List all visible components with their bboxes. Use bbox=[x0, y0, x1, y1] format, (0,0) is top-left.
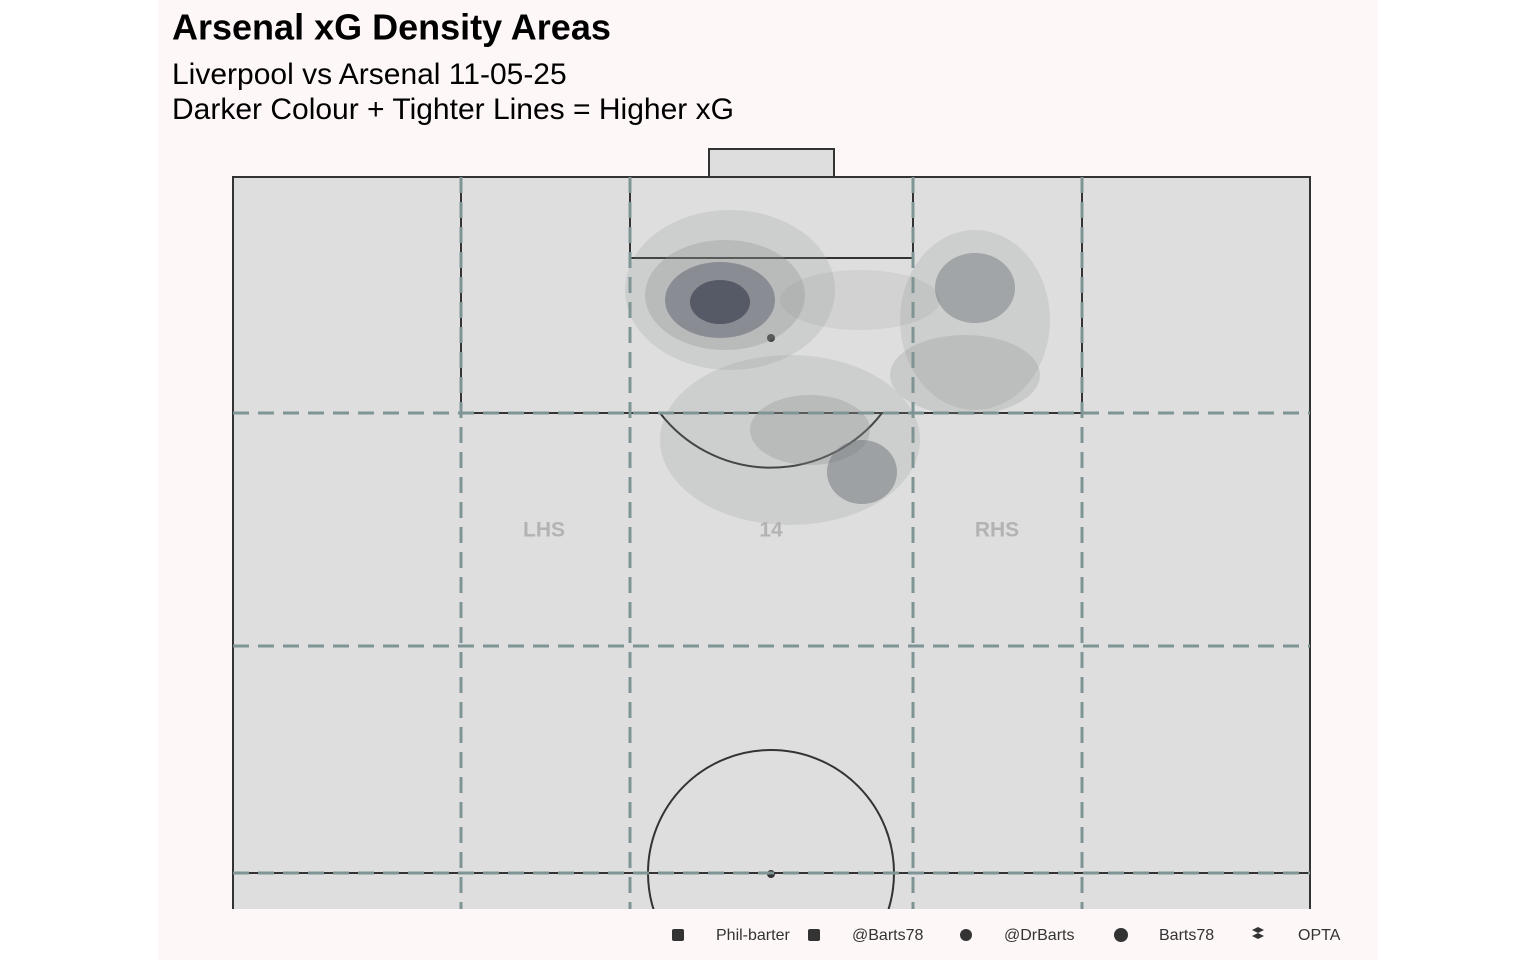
zone-label: LHS bbox=[523, 519, 565, 542]
density-contour bbox=[935, 253, 1015, 323]
density-contour bbox=[780, 270, 940, 330]
x-icon bbox=[808, 929, 820, 941]
credit: Phil-barter bbox=[716, 927, 790, 944]
dropbox-icon bbox=[1252, 927, 1264, 939]
credit: @DrBarts bbox=[1004, 927, 1074, 944]
density-contour bbox=[900, 230, 1050, 410]
penalty-arc bbox=[659, 412, 883, 469]
credit: Barts78 bbox=[1159, 927, 1214, 944]
chart-subtitle: Darker Colour + Tighter Lines = Higher x… bbox=[172, 93, 734, 126]
credit: @Barts78 bbox=[852, 927, 923, 944]
linkedin-icon bbox=[672, 929, 684, 941]
footer-background bbox=[158, 909, 1378, 960]
density-areas bbox=[625, 210, 1050, 525]
chart-title: Arsenal xG Density Areas bbox=[172, 7, 611, 48]
density-contour bbox=[827, 440, 897, 504]
zone-lines bbox=[233, 177, 1310, 910]
mastodon-icon bbox=[960, 929, 972, 941]
github-icon bbox=[1114, 928, 1128, 942]
credit: OPTA bbox=[1298, 927, 1341, 944]
zone-label: 14 bbox=[759, 519, 783, 542]
credit-icons bbox=[672, 927, 1264, 942]
goal bbox=[708, 148, 835, 178]
density-contour bbox=[690, 280, 750, 324]
penalty-spot bbox=[767, 334, 775, 342]
density-contour bbox=[890, 335, 1040, 415]
chart-subtitle: Liverpool vs Arsenal 11-05-25 bbox=[172, 58, 567, 91]
zone-label: RHS bbox=[975, 519, 1019, 542]
